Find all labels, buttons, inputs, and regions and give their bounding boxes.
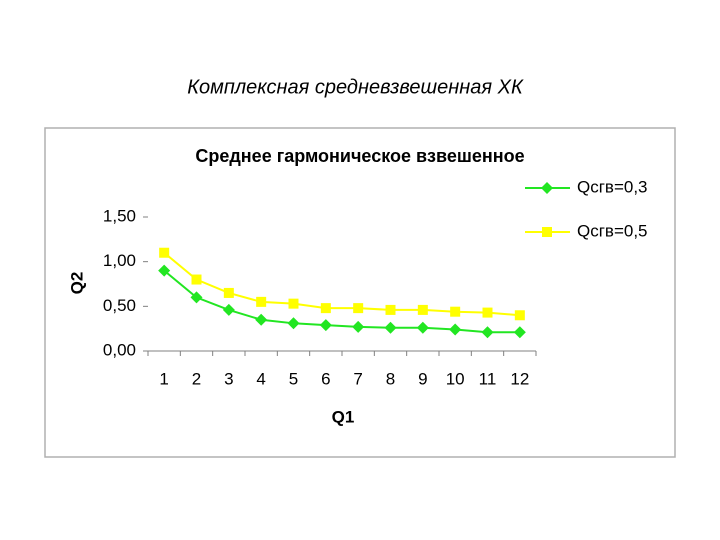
data-point (352, 320, 365, 333)
legend-marker (542, 227, 552, 237)
data-point (320, 303, 331, 314)
data-point (287, 317, 300, 330)
data-point (319, 319, 332, 332)
data-point (190, 291, 203, 304)
data-point (450, 306, 461, 317)
data-point (449, 323, 462, 336)
data-point (514, 310, 525, 321)
y-tick-label: 1,50 (103, 206, 136, 225)
data-point (513, 326, 526, 339)
x-tick-label: 4 (256, 369, 265, 388)
y-axis-label: Q2 (67, 272, 86, 295)
x-tick-label: 2 (192, 369, 201, 388)
data-point (191, 274, 202, 285)
y-tick-label: 0,00 (103, 340, 136, 359)
data-point (384, 321, 397, 334)
data-point (482, 307, 493, 318)
x-tick-label: 6 (321, 369, 330, 388)
data-point (223, 287, 234, 298)
legend-marker (541, 182, 553, 194)
legend-label: Qсгв=0,5 (577, 221, 648, 240)
chart-frame (44, 127, 676, 458)
data-point (353, 303, 364, 314)
series-line (163, 251, 520, 317)
x-tick-label: 11 (479, 369, 497, 388)
chart-title: Среднее гармоническое взвешенное (195, 146, 524, 166)
x-tick-label: 10 (446, 369, 465, 388)
x-tick-label: 12 (510, 369, 529, 388)
x-tick-label: 5 (289, 369, 298, 388)
y-tick-label: 0,50 (103, 296, 136, 315)
data-point (222, 303, 235, 316)
data-point (159, 247, 170, 258)
slide-title: Комплексная средневзвешенная ХК (187, 76, 524, 98)
x-tick-label: 7 (353, 369, 362, 388)
data-point (288, 298, 299, 309)
data-point (158, 264, 171, 277)
x-axis-label: Q1 (332, 407, 355, 426)
x-tick-label: 8 (386, 369, 395, 388)
x-tick-label: 9 (418, 369, 427, 388)
data-point (481, 326, 494, 339)
x-tick-label: 3 (224, 369, 233, 388)
data-point (416, 321, 429, 334)
data-point (417, 304, 428, 315)
y-tick-label: 1,00 (103, 251, 136, 270)
data-point (255, 313, 268, 326)
legend-label: Qсгв=0,3 (577, 177, 648, 196)
data-point (385, 304, 396, 315)
data-point (256, 296, 267, 307)
x-tick-label: 1 (159, 369, 168, 388)
